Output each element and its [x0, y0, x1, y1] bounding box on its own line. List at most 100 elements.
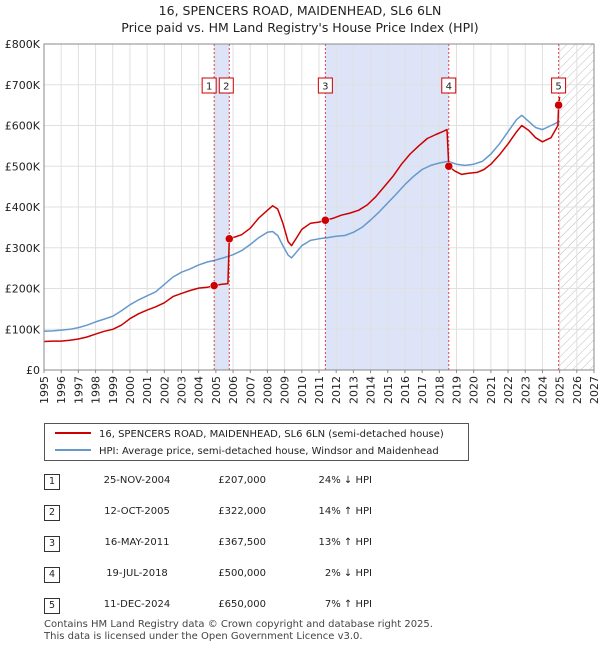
sale-number-badge: 5: [44, 598, 60, 614]
sale-number-badge: 4: [44, 567, 60, 583]
y-tick-label: £600K: [5, 120, 41, 133]
sale-label-text: 3: [322, 82, 328, 93]
x-tick-label: 2001: [141, 376, 154, 404]
x-tick-label: 2015: [382, 376, 395, 404]
legend-item-hpi: HPI: Average price, semi-detached house,…: [55, 443, 439, 460]
y-tick-label: £800K: [5, 38, 41, 51]
sale-label-frame: [218, 77, 234, 94]
y-tick-label: £500K: [5, 160, 41, 173]
sale-hpi-diff: 2% ↓ HPI: [324, 568, 372, 579]
table-row: 3 16-MAY-2011 £367,500 13% ↑ HPI: [44, 534, 464, 554]
x-tick-label: 2014: [365, 376, 378, 404]
sale-label-text: 2: [223, 82, 229, 93]
x-tick-label: 1997: [72, 376, 85, 404]
price-paid-line: [44, 96, 561, 343]
x-tick-label: 2020: [468, 376, 481, 404]
x-tick-label: 2013: [347, 376, 360, 404]
footer-line-1: Contains HM Land Registry data © Crown c…: [44, 619, 433, 630]
footer-line-2: This data is licensed under the Open Gov…: [44, 631, 363, 642]
hpi-line: [44, 114, 560, 333]
sale-price: £207,000: [218, 475, 266, 486]
table-row: 4 19-JUL-2018 £500,000 2% ↓ HPI: [44, 565, 464, 585]
x-tick-label: 2025: [554, 376, 567, 404]
y-tick-label: £700K: [5, 79, 41, 92]
legend: 16, SPENCERS ROAD, MAIDENHEAD, SL6 6LN (…: [44, 423, 469, 461]
x-tick-label: 2005: [210, 376, 223, 404]
sale-number-badge: 2: [44, 505, 60, 521]
sale-number-badge: 1: [44, 474, 60, 490]
y-tick-label: £200K: [5, 283, 41, 296]
x-tick-label: 2024: [536, 376, 549, 404]
sale-label-box: 3: [317, 77, 333, 94]
sale-label-box: 1: [201, 77, 217, 94]
sale-label-box: 2: [218, 77, 234, 94]
sale-label-frame: [441, 77, 457, 94]
x-tick-label: 2002: [158, 376, 171, 404]
sale-point: [554, 100, 563, 110]
legend-hpi-label: HPI: Average price, semi-detached house,…: [99, 446, 439, 457]
sale-date: 25-NOV-2004: [103, 475, 171, 486]
x-tick-label: 2011: [313, 376, 326, 404]
x-tick-label: 2017: [416, 376, 429, 404]
title-line-1: 16, SPENCERS ROAD, MAIDENHEAD, SL6 6LN: [158, 3, 442, 18]
x-tick-label: 2006: [227, 376, 240, 404]
sale-price: £500,000: [218, 568, 266, 579]
sale-date: 11-DEC-2024: [103, 599, 171, 610]
x-tick-label: 2010: [296, 376, 309, 404]
x-tick-label: 2007: [244, 376, 257, 404]
x-tick-label: 2003: [176, 376, 189, 404]
sale-point: [225, 234, 234, 244]
sale-label-text: 4: [446, 82, 452, 93]
sale-date: 16-MAY-2011: [104, 537, 170, 548]
x-tick-label: 2026: [571, 376, 584, 404]
x-tick-label: 2021: [485, 376, 498, 404]
sale-label-frame: [317, 77, 333, 94]
sale-label-frame: [201, 77, 217, 94]
sale-hpi-diff: 13% ↑ HPI: [318, 537, 372, 548]
x-tick-label: 2009: [279, 376, 292, 404]
x-tick-label: 2018: [433, 376, 446, 404]
table-row: 1 25-NOV-2004 £207,000 24% ↓ HPI: [44, 472, 464, 492]
y-tick-label: £400K: [5, 201, 41, 214]
x-tick-label: 2000: [124, 376, 137, 404]
sale-label-frame: [551, 77, 567, 94]
sale-label-text: 1: [206, 82, 212, 93]
x-tick-label: 2016: [399, 376, 412, 404]
sale-date: 19-JUL-2018: [106, 568, 168, 579]
sale-label-box: 5: [551, 77, 567, 94]
table-row: 5 11-DEC-2024 £650,000 7% ↑ HPI: [44, 596, 464, 616]
x-tick-label: 2019: [451, 376, 464, 404]
chart-title: 16, SPENCERS ROAD, MAIDENHEAD, SL6 6LN P…: [0, 2, 600, 36]
sale-hpi-diff: 14% ↑ HPI: [318, 506, 372, 517]
x-tick-label: 2004: [193, 376, 206, 404]
sale-label-box: 4: [441, 77, 457, 94]
sale-point: [321, 215, 330, 225]
x-tick-label: 2012: [330, 376, 343, 404]
x-tick-label: 2027: [588, 376, 600, 404]
sale-hpi-diff: 24% ↓ HPI: [318, 475, 372, 486]
legend-price-label: 16, SPENCERS ROAD, MAIDENHEAD, SL6 6LN (…: [99, 429, 444, 440]
sale-date: 12-OCT-2005: [104, 506, 170, 517]
y-tick-label: £100K: [5, 323, 41, 336]
x-tick-label: 1995: [38, 376, 51, 404]
sale-hpi-diff: 7% ↑ HPI: [324, 599, 372, 610]
legend-hpi-swatch: [55, 449, 91, 451]
title-line-2: Price paid vs. HM Land Registry's House …: [121, 20, 479, 35]
sale-point: [444, 162, 454, 171]
sale-price: £367,500: [218, 537, 266, 548]
sale-point: [209, 281, 219, 290]
x-tick-label: 2022: [502, 376, 515, 404]
x-tick-label: 1999: [107, 376, 120, 404]
x-tick-label: 1996: [55, 376, 68, 404]
x-tick-label: 2008: [261, 376, 274, 404]
y-tick-label: £0: [26, 364, 40, 377]
legend-item-price: 16, SPENCERS ROAD, MAIDENHEAD, SL6 6LN (…: [55, 426, 444, 443]
x-tick-label: 2023: [519, 376, 532, 404]
sale-number-badge: 3: [44, 536, 60, 552]
sale-label-text: 5: [555, 82, 561, 93]
sale-price: £650,000: [218, 599, 266, 610]
x-tick-label: 1998: [90, 376, 103, 404]
footer: Contains HM Land Registry data © Crown c…: [44, 619, 433, 643]
y-tick-label: £300K: [5, 242, 41, 255]
